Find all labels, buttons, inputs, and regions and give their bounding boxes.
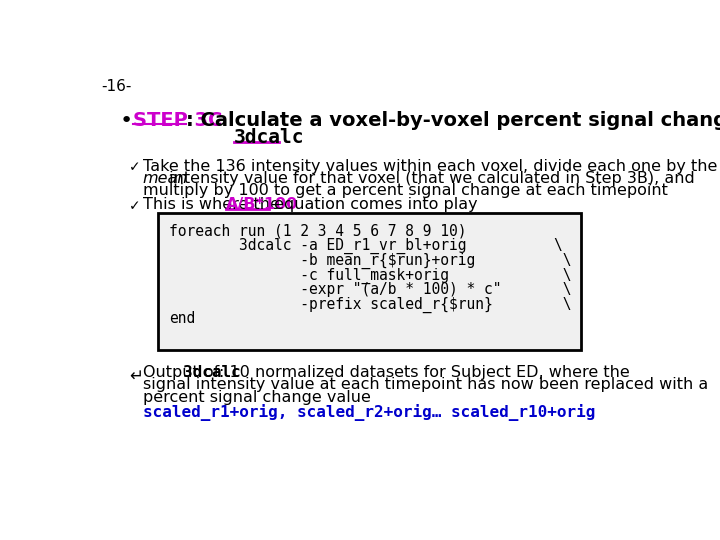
Text: •: • — [120, 111, 132, 131]
Text: ↵: ↵ — [129, 367, 143, 384]
Text: 3dcalc: 3dcalc — [234, 128, 305, 147]
Text: -b mean_r{$run}+orig          \: -b mean_r{$run}+orig \ — [169, 253, 572, 269]
Text: -prefix scaled_r{$run}        \: -prefix scaled_r{$run} \ — [169, 296, 572, 313]
Text: scaled_r1+orig, scaled_r2+orig… scaled_r10+orig: scaled_r1+orig, scaled_r2+orig… scaled_r… — [143, 403, 595, 421]
Text: multiply by 100 to get a percent signal change at each timepoint: multiply by 100 to get a percent signal … — [143, 184, 667, 198]
Text: : Calculate a voxel-by-voxel percent signal change with: : Calculate a voxel-by-voxel percent sig… — [186, 111, 720, 130]
Text: ✓: ✓ — [129, 160, 140, 174]
Text: 3dcalc: 3dcalc — [183, 365, 240, 380]
Text: Output of: Output of — [143, 365, 224, 380]
Text: This is where the: This is where the — [143, 197, 284, 212]
FancyBboxPatch shape — [158, 213, 580, 350]
Text: STEP 3C: STEP 3C — [133, 111, 222, 130]
Text: -c full_mask+orig             \: -c full_mask+orig \ — [169, 267, 572, 284]
Text: 3dcalc -a ED_r1_vr_bl+orig          \: 3dcalc -a ED_r1_vr_bl+orig \ — [169, 238, 563, 254]
Text: -expr "(a/b * 100) * c"       \: -expr "(a/b * 100) * c" \ — [169, 282, 572, 297]
Text: equation comes into play: equation comes into play — [269, 197, 477, 212]
Text: Take the 136 intensity values within each voxel, divide each one by the: Take the 136 intensity values within eac… — [143, 159, 717, 174]
Text: percent signal change value: percent signal change value — [143, 390, 371, 405]
Text: mean: mean — [143, 171, 188, 186]
Text: : 10 normalized datasets for Subject ED, where the: : 10 normalized datasets for Subject ED,… — [220, 365, 630, 380]
Text: end: end — [169, 311, 195, 326]
Text: A/B*100: A/B*100 — [226, 197, 299, 212]
Text: intensity value for that voxel (that we calculated in Step 3B), and: intensity value for that voxel (that we … — [164, 171, 695, 186]
Text: signal intensity value at each timepoint has now been replaced with a: signal intensity value at each timepoint… — [143, 377, 708, 393]
Text: ✓: ✓ — [129, 199, 140, 213]
Text: foreach run (1 2 3 4 5 6 7 8 9 10): foreach run (1 2 3 4 5 6 7 8 9 10) — [169, 224, 467, 239]
Text: -16-: -16- — [102, 79, 132, 93]
